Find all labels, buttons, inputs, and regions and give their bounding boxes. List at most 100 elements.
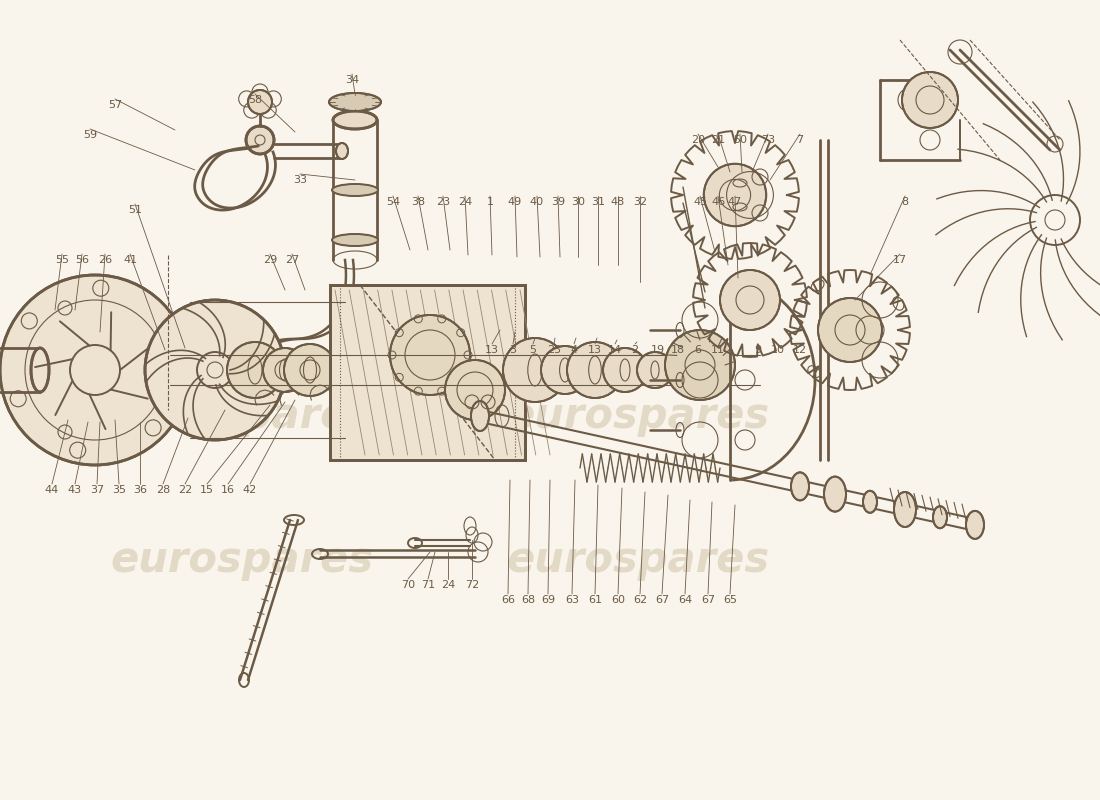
Text: 68: 68 [521,595,535,605]
Text: 33: 33 [293,175,307,185]
Text: 67: 67 [701,595,715,605]
Text: 24: 24 [458,197,472,207]
Text: 4: 4 [571,345,578,355]
Text: 38: 38 [411,197,425,207]
Circle shape [145,300,285,440]
Text: 55: 55 [55,255,69,265]
Text: 50: 50 [733,135,747,145]
Text: 1: 1 [486,197,494,207]
Text: 44: 44 [45,485,59,495]
Text: 63: 63 [565,595,579,605]
Text: 14: 14 [608,345,623,355]
Text: 51: 51 [128,205,142,215]
Text: 5: 5 [529,345,537,355]
Text: 19: 19 [651,345,666,355]
Ellipse shape [31,348,50,392]
Text: eurospares: eurospares [506,539,770,581]
Ellipse shape [471,401,490,431]
Text: eurospares: eurospares [506,395,770,437]
Circle shape [566,342,623,398]
Ellipse shape [332,234,378,246]
Text: 40: 40 [530,197,544,207]
Text: 20: 20 [691,135,705,145]
Text: 30: 30 [571,197,585,207]
Ellipse shape [336,143,348,159]
Bar [330,285,525,460]
Text: 34: 34 [345,75,359,85]
Text: 17: 17 [893,255,907,265]
Text: 2: 2 [631,345,639,355]
Circle shape [503,338,566,402]
Text: 61: 61 [588,595,602,605]
Text: 22: 22 [178,485,192,495]
Text: 48: 48 [610,197,625,207]
Text: 57: 57 [108,100,122,110]
Ellipse shape [933,506,947,528]
Circle shape [637,352,673,388]
Text: 35: 35 [112,485,126,495]
Text: 16: 16 [221,485,235,495]
Text: 49: 49 [508,197,522,207]
Text: 72: 72 [465,580,480,590]
Text: 12: 12 [793,345,807,355]
Text: 65: 65 [723,595,737,605]
Text: 69: 69 [541,595,556,605]
Text: eurospares: eurospares [110,539,374,581]
Text: 45: 45 [693,197,707,207]
Text: 58: 58 [248,95,262,105]
Text: 13: 13 [588,345,602,355]
Circle shape [0,275,190,465]
Text: 9: 9 [755,345,761,355]
Text: 67: 67 [654,595,669,605]
Text: 73: 73 [761,135,776,145]
Text: 43: 43 [68,485,82,495]
Circle shape [704,164,767,226]
Ellipse shape [824,477,846,512]
Text: 41: 41 [123,255,138,265]
Ellipse shape [791,472,808,501]
Text: 10: 10 [771,345,785,355]
Text: 36: 36 [133,485,147,495]
Text: 42: 42 [243,485,257,495]
Text: 23: 23 [436,197,450,207]
Text: 15: 15 [200,485,214,495]
Text: 8: 8 [901,197,909,207]
Circle shape [227,342,283,398]
Text: 21: 21 [711,135,725,145]
Text: 54: 54 [386,197,400,207]
Text: 11: 11 [711,345,725,355]
Text: 26: 26 [98,255,112,265]
Circle shape [263,348,307,392]
Ellipse shape [966,511,984,539]
Text: 37: 37 [90,485,104,495]
Ellipse shape [329,93,381,111]
Ellipse shape [332,184,378,196]
Circle shape [818,298,882,362]
Circle shape [720,270,780,330]
Text: 66: 66 [500,595,515,605]
Circle shape [603,348,647,392]
Ellipse shape [894,492,916,527]
Text: 13: 13 [485,345,499,355]
Text: 56: 56 [75,255,89,265]
Circle shape [284,344,336,396]
Text: 24: 24 [441,580,455,590]
Ellipse shape [246,126,274,154]
Circle shape [666,330,735,400]
Circle shape [446,360,505,420]
Bar [330,285,525,460]
Text: 71: 71 [421,580,436,590]
Text: 27: 27 [285,255,299,265]
Text: 32: 32 [632,197,647,207]
Text: 64: 64 [678,595,692,605]
Text: 18: 18 [671,345,685,355]
Text: 59: 59 [82,130,97,140]
Text: 70: 70 [400,580,415,590]
Ellipse shape [864,490,877,513]
Text: 46: 46 [711,197,725,207]
Circle shape [248,90,272,114]
Circle shape [902,72,958,128]
Text: 25: 25 [547,345,561,355]
Circle shape [541,346,589,394]
Text: 39: 39 [551,197,565,207]
